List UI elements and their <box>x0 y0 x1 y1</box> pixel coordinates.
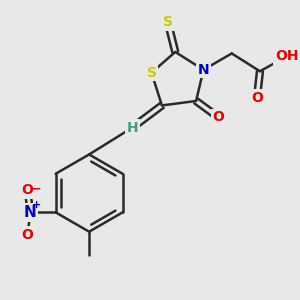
Text: +: + <box>32 200 42 210</box>
Text: OH: OH <box>275 50 298 63</box>
Text: −: − <box>31 182 41 195</box>
Text: S: S <box>146 66 157 80</box>
Text: H: H <box>126 121 138 135</box>
Text: O: O <box>22 183 33 197</box>
Text: O: O <box>22 228 33 242</box>
Text: S: S <box>163 15 173 29</box>
Text: N: N <box>198 63 209 77</box>
Text: N: N <box>24 205 37 220</box>
Text: O: O <box>251 91 263 105</box>
Text: O: O <box>212 110 224 124</box>
